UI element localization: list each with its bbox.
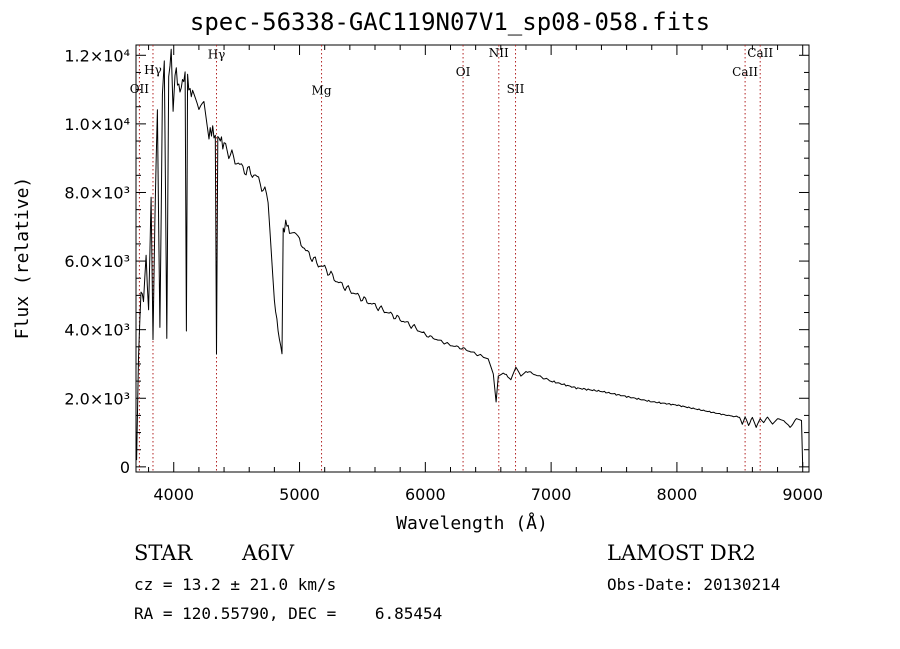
chart-title: spec-56338-GAC119N07V1_sp08-058.fits xyxy=(189,8,711,36)
x-tick-label: 4000 xyxy=(153,485,194,504)
x-tick-label: 5000 xyxy=(279,485,320,504)
coordinates-text: RA = 120.55790, DEC = 6.85454 xyxy=(134,604,443,623)
survey-name: LAMOST DR2 xyxy=(607,541,756,565)
x-axis: 4000 5000 6000 7000 8000 9000 xyxy=(148,45,823,504)
y-axis-label: Flux (relative) xyxy=(12,177,33,340)
line-marker-label: SII xyxy=(507,82,525,96)
y-tick-label: 1.2×10⁴ xyxy=(64,46,130,65)
plot-frame xyxy=(135,44,810,473)
line-marker-label: OII xyxy=(130,82,150,96)
line-marker-label: OI xyxy=(456,65,471,79)
obs-date-text: Obs-Date: 20130214 xyxy=(607,575,781,594)
object-type: STAR xyxy=(134,541,193,565)
spectral-subclass: A6IV xyxy=(242,541,294,565)
y-tick-label: 0 xyxy=(120,458,130,477)
y-tick-label: 4.0×10³ xyxy=(64,321,130,340)
line-marker-label: Mg xyxy=(312,84,332,98)
line-marker-label: CaII xyxy=(747,46,773,60)
redshift-text: cz = 13.2 ± 21.0 km/s xyxy=(134,575,337,594)
spectrum-line xyxy=(136,48,804,467)
x-tick-label: 7000 xyxy=(531,485,572,504)
x-tick-label: 9000 xyxy=(782,485,823,504)
y-tick-label: 1.0×10⁴ xyxy=(64,115,130,134)
y-tick-label: 2.0×10³ xyxy=(64,389,130,408)
x-tick-label: 6000 xyxy=(405,485,446,504)
x-tick-label: 8000 xyxy=(657,485,698,504)
line-marker-label: NII xyxy=(489,46,509,60)
y-tick-label: 6.0×10³ xyxy=(64,252,130,271)
y-tick-label: 8.0×10³ xyxy=(64,183,130,202)
line-marker-label: Hγ xyxy=(144,63,162,77)
x-axis-label: Wavelength (Å) xyxy=(396,512,548,534)
line-markers: OII Hγ Hγ Mg OI NII SII CaII CaII xyxy=(130,45,773,472)
line-marker-label: CaII xyxy=(732,65,758,79)
y-axis: 0 2.0×10³ 4.0×10³ 6.0×10³ 8.0×10³ 1.0×10⁴ 1.2×… xyxy=(64,46,809,477)
line-marker-label: Hγ xyxy=(208,48,226,62)
series-group xyxy=(136,48,804,467)
